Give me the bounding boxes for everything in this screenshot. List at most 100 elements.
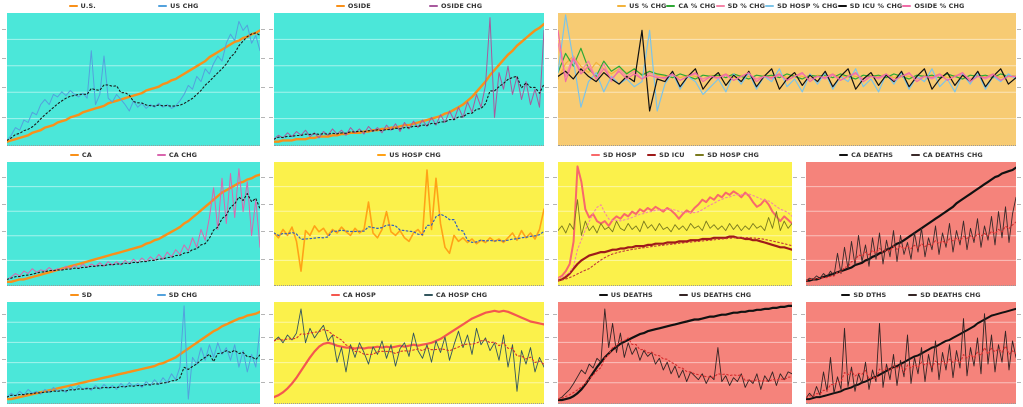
legend-label: OSIDE CHG <box>440 2 483 10</box>
axis-tick <box>545 204 549 206</box>
series-line-ca-deaths-chg <box>806 196 1016 282</box>
legend-label: U.S. <box>80 2 96 10</box>
legend-oside-cases: OSIDE OSIDE CHG <box>267 0 551 12</box>
legend-label: OSIDE <box>347 2 371 10</box>
axis-tick <box>793 359 797 361</box>
legend-dash-icon <box>156 154 166 156</box>
axis-tick <box>545 381 549 383</box>
axis-tick <box>269 381 273 383</box>
legend-dash-icon <box>335 5 345 7</box>
series-line-us-chg <box>7 20 260 141</box>
axis-tick-gutter-left <box>0 302 7 404</box>
legend-sd-cases: SD SD CHG <box>0 289 267 301</box>
legend-dash-icon <box>839 154 849 156</box>
legend-item-sd-chg: SD CHG <box>156 291 198 299</box>
axis-tick <box>269 314 273 316</box>
legend-item-sd-icu: SD ICU <box>647 151 684 159</box>
series-line-ca <box>7 173 260 284</box>
chart-svg <box>806 166 1016 282</box>
axis-tick <box>269 204 273 206</box>
axis-tick <box>2 336 6 338</box>
plot-wrap <box>799 161 1023 289</box>
series-line-sd <box>7 310 260 401</box>
legend-pct-change-combined: US % CHG CA % CHG SD % CHG SD HOSP % CHG SD … <box>551 0 1023 12</box>
plot-wrap <box>551 301 799 407</box>
series-line-us-deaths <box>558 304 792 402</box>
plot-area-sd-cases <box>7 302 260 404</box>
axis-tick-gutter-right <box>260 162 267 286</box>
legend-label: US DEATHS CHG <box>690 291 752 299</box>
axis-tick <box>553 336 557 338</box>
axis-tick <box>793 381 797 383</box>
plot-area-us-hosp-chg <box>274 162 544 286</box>
axis-tick-gutter-left <box>267 162 274 286</box>
legend-item-sd-hosp-chg: SD HOSP % CHG <box>765 2 838 10</box>
axis-tick <box>553 359 557 361</box>
axis-tick <box>801 336 805 338</box>
legend-dash-icon <box>678 294 688 296</box>
axis-tick <box>269 176 273 178</box>
plot-wrap <box>267 301 551 407</box>
axis-tick <box>1017 58 1021 60</box>
series-line-hosp-avg <box>558 193 792 279</box>
legend-dash-icon <box>666 5 676 7</box>
legend-item-us-deaths-chg: US DEATHS CHG <box>678 291 752 299</box>
plot-area-us-deaths <box>558 302 792 404</box>
axis-tick <box>2 87 6 89</box>
axis-tick <box>261 204 265 206</box>
axis-tick <box>261 258 265 260</box>
series-line-7-day-avg <box>7 32 260 141</box>
legend-label: SD HOSP CHG <box>707 151 759 159</box>
axis-tick <box>2 116 6 118</box>
axis-tick <box>2 359 6 361</box>
axis-tick <box>261 336 265 338</box>
series-line-ca-hosp <box>274 309 544 399</box>
axis-tick <box>801 381 805 383</box>
legend-dash-icon <box>156 294 166 296</box>
axis-tick <box>2 204 6 206</box>
legend-item-sd-chg: SD % CHG <box>715 2 765 10</box>
legend-dash-icon <box>428 5 438 7</box>
legend-item-sd-dths: SD DTHS <box>841 291 886 299</box>
legend-ca-cases: CA CA CHG <box>0 149 267 161</box>
legend-dash-icon <box>158 5 168 7</box>
chart-svg <box>7 168 260 284</box>
legend-ca-hosp: CA HOSP CA HOSP CHG <box>267 289 551 301</box>
axis-tick <box>1017 359 1021 361</box>
legend-item-us-chg: US % CHG <box>617 2 666 10</box>
plot-area-sd-hosp-icu <box>558 162 792 286</box>
axis-tick-gutter-right <box>260 302 267 404</box>
axis-tick <box>261 176 265 178</box>
axis-tick <box>2 381 6 383</box>
axis-tick <box>545 176 549 178</box>
series-line-sd-icu <box>558 235 792 282</box>
axis-tick <box>269 116 273 118</box>
axis-tick <box>1017 204 1021 206</box>
legend-item-ca-deaths: CA DEATHS <box>839 151 893 159</box>
legend-item-ca-hosp: CA HOSP <box>330 291 376 299</box>
axis-tick <box>269 359 273 361</box>
legend-dash-icon <box>598 294 608 296</box>
legend-dash-icon <box>377 154 387 156</box>
plot-wrap <box>551 12 1023 149</box>
chart-svg <box>274 17 544 143</box>
axis-tick <box>793 176 797 178</box>
plot-area-us-cases <box>7 13 260 146</box>
axis-tick <box>801 231 805 233</box>
legend-label: SD ICU <box>659 151 685 159</box>
axis-tick <box>261 58 265 60</box>
legend-dash-icon <box>695 154 705 156</box>
axis-tick-gutter-right <box>544 302 551 404</box>
axis-tick <box>545 58 549 60</box>
legend-item-sd-icu-chg: SD ICU % CHG <box>837 2 903 10</box>
axis-tick <box>545 116 549 118</box>
legend-label: SD HOSP <box>603 151 637 159</box>
plot-wrap <box>551 161 799 289</box>
series-line-7-day-avg <box>274 329 544 365</box>
panel-sd-hosp-icu: SD HOSP SD ICU SD HOSP CHG <box>551 149 799 289</box>
axis-tick <box>269 336 273 338</box>
axis-tick <box>793 204 797 206</box>
axis-tick <box>269 231 273 233</box>
axis-tick <box>2 176 6 178</box>
legend-item-ca-deaths-chg: CA DEATHS CHG <box>910 151 983 159</box>
